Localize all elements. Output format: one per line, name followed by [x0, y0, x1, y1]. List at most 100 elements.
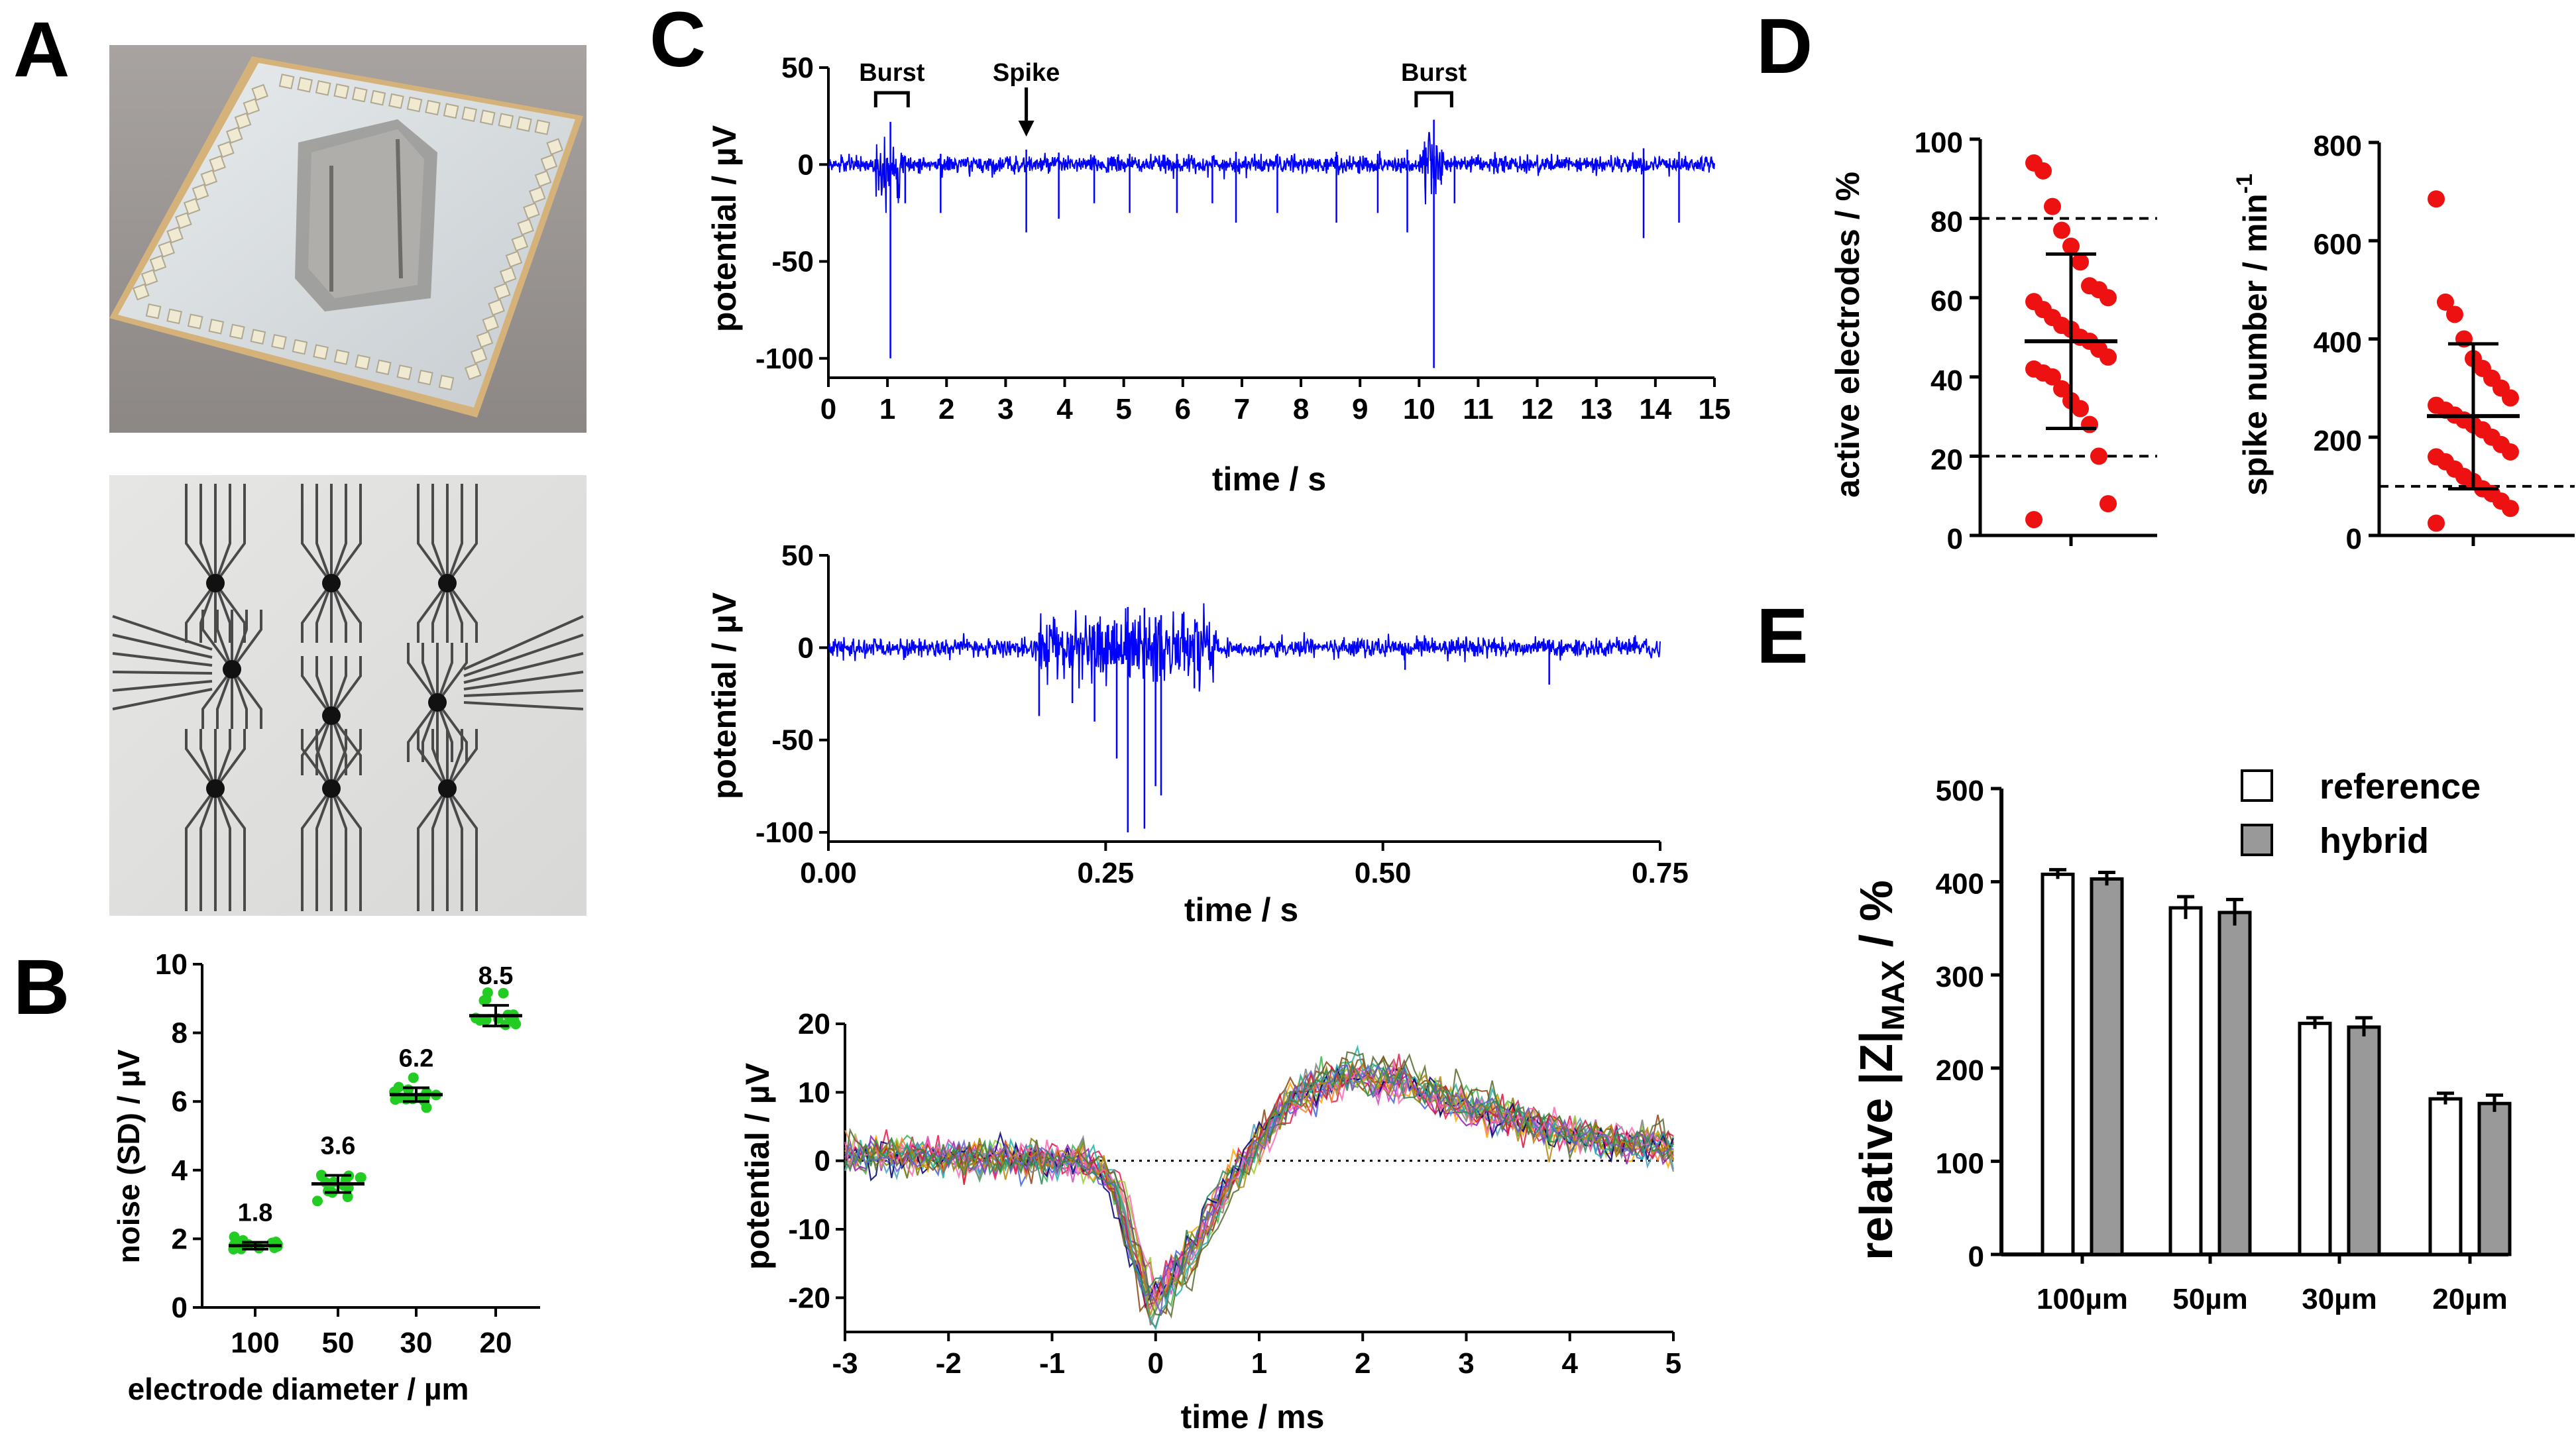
- layout-trace: [330, 656, 362, 717]
- burst-label: Burst: [1401, 59, 1467, 87]
- chart-c3-ytick-label: 10: [798, 1076, 830, 1109]
- chart-e-bar: [2347, 1025, 2381, 1256]
- chart-b-point: [323, 1186, 334, 1197]
- data-point: [2025, 511, 2043, 529]
- layout-trace: [214, 788, 231, 911]
- contact-pad: [187, 313, 203, 329]
- chart-c3-xtick-label: -2: [936, 1347, 962, 1380]
- layout-trace: [214, 729, 246, 790]
- electrode-dot: [438, 779, 457, 798]
- electrode-dot: [206, 574, 225, 592]
- layout-trace: [201, 668, 233, 729]
- data-point: [2428, 514, 2445, 532]
- chart-e-ytick-label: 100: [1936, 1147, 1984, 1180]
- chip-photo: [109, 45, 587, 433]
- layout-trace: [301, 714, 333, 775]
- chart-c3-waveform: [844, 1068, 1674, 1302]
- layout-trace: [431, 729, 449, 789]
- layout-trace: [431, 484, 449, 584]
- contact-pad: [208, 318, 225, 335]
- ytick-label: 0: [1947, 523, 1963, 555]
- chart-c3-waveform: [844, 1065, 1674, 1300]
- chart-e-bar: [2217, 911, 2252, 1256]
- layout-trace: [112, 652, 213, 667]
- chart-c3-xtick-label: 5: [1665, 1347, 1681, 1380]
- panel-label-a: A: [13, 6, 70, 93]
- layout-trace: [231, 669, 248, 729]
- layout-trace: [301, 787, 333, 911]
- layout-trace: [231, 610, 262, 671]
- panel-label-c: C: [649, 0, 706, 83]
- chart-e-bar: [2041, 872, 2075, 1256]
- contact-pad: [175, 212, 192, 229]
- chart-c3-waveform: [844, 1073, 1675, 1294]
- chart-c3-waveform: [844, 1060, 1674, 1306]
- contact-pad: [166, 226, 184, 244]
- layout-trace: [446, 729, 478, 790]
- legend-swatch-hybrid: [2241, 824, 2273, 856]
- layout-trace: [330, 656, 347, 716]
- chart-e-xtick-label: 50µm: [2172, 1283, 2247, 1315]
- chart-e-xtick-label: 30µm: [2302, 1283, 2377, 1315]
- chart-c3-ytick-label: 0: [814, 1145, 830, 1178]
- chart-b-xtick-label: 100: [231, 1327, 279, 1359]
- layout-trace: [417, 787, 449, 911]
- spike-label: Spike: [993, 59, 1060, 87]
- data-point: [2502, 389, 2519, 407]
- chart-e-bar: [2090, 877, 2124, 1256]
- layout-trace: [330, 787, 362, 911]
- layout-trace: [436, 643, 468, 704]
- layout-trace: [446, 787, 478, 911]
- chart-c3-waveform: [844, 1068, 1675, 1310]
- ytick-label: 0: [798, 148, 814, 181]
- chart-e-xtick-label: 20µm: [2432, 1283, 2507, 1315]
- chart-b-point: [311, 1195, 323, 1207]
- layout-trace: [436, 643, 453, 703]
- contact-pad: [209, 155, 226, 172]
- layout-trace: [301, 582, 333, 643]
- chart-b-point: [342, 1191, 353, 1203]
- burst-bracket: [873, 91, 910, 107]
- contact-pad: [333, 349, 350, 365]
- layout-trace: [330, 714, 362, 775]
- layout-trace: [199, 484, 217, 584]
- chart-c3-xlabel: time / ms: [1181, 1398, 1325, 1435]
- chart-b-ytick-label: 4: [172, 1154, 188, 1187]
- contact-pad: [498, 113, 514, 129]
- layout-trace: [216, 610, 233, 670]
- contact-pad: [470, 347, 488, 364]
- signal-trace: [828, 131, 1715, 213]
- chart-e: 500 400 300 200 100 0 100µm 50µm 30µm 20µm relati…: [1850, 767, 2512, 1315]
- xtick-label: 1: [879, 393, 895, 425]
- layout-trace: [463, 615, 584, 671]
- data-point: [2044, 197, 2061, 215]
- burst-label: Burst: [859, 59, 925, 87]
- contact-pad: [229, 323, 245, 340]
- chart-c1-xlabel: time / s: [1212, 461, 1326, 498]
- ytick-label: 0: [2346, 523, 2362, 555]
- layout-trace: [446, 582, 463, 643]
- ytick-label: 200: [2314, 425, 2362, 457]
- contact-pad: [355, 354, 371, 370]
- contact-pad: [183, 197, 201, 215]
- xtick-label: 9: [1352, 393, 1368, 425]
- contact-pad: [406, 96, 423, 113]
- layout-trace: [463, 671, 584, 691]
- chart-b-xtick-label: 20: [480, 1327, 512, 1359]
- layout-trace: [417, 582, 449, 643]
- chart-c3-waveform: [844, 1062, 1675, 1326]
- contact-pad: [351, 86, 368, 103]
- chart-b-xtick-label: 50: [322, 1327, 355, 1359]
- contact-pad: [315, 80, 331, 96]
- layout-trace: [301, 484, 333, 584]
- layout-trace: [330, 729, 347, 789]
- contact-pad: [297, 77, 313, 93]
- layout-trace: [315, 656, 333, 716]
- ytick-label: 0: [798, 632, 814, 664]
- contact-pad: [523, 202, 540, 220]
- layout-trace: [330, 582, 347, 643]
- xtick-label: 0: [820, 393, 836, 425]
- contact-pad: [511, 234, 529, 252]
- layout-trace: [463, 652, 584, 684]
